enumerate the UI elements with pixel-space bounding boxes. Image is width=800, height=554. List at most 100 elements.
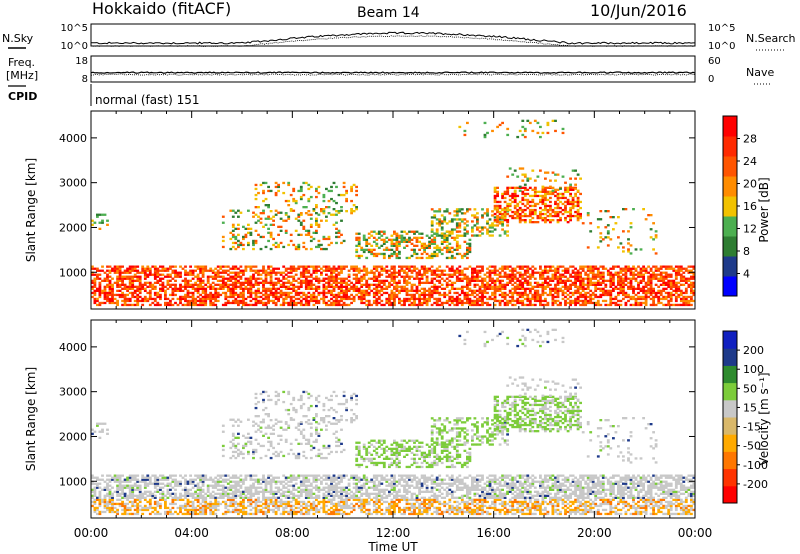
velocity-cell [103,506,107,510]
power-cell [191,301,195,305]
velocity-cell [181,488,185,491]
power-cell [262,279,265,282]
power-cell [297,301,301,305]
power-cell [468,248,472,251]
power-cell [367,248,371,251]
power-cell [632,289,635,292]
power-cell [511,194,515,198]
power-cell [612,297,615,301]
power-cell [159,289,162,292]
power-cell [533,221,537,224]
power-cell [307,295,311,299]
power-cell [350,287,353,290]
power-cell [435,234,439,237]
power-cell [531,221,535,224]
power-cell [498,210,502,214]
power-cell [536,293,540,297]
power-cell [93,293,97,297]
freq-trace [90,71,696,74]
velocity-cell [121,480,124,483]
velocity-cell [123,494,127,497]
power-cell [342,193,346,197]
power-cell [317,239,321,243]
power-cell [669,273,673,276]
power-cell [652,301,655,305]
power-cell [156,279,160,282]
power-cell [385,299,389,303]
power-cell [307,287,311,290]
power-cell [435,248,439,251]
power-cell [440,228,444,231]
power-cell [455,224,459,227]
power-cell [289,209,293,212]
power-cell [516,214,520,218]
power-cell [91,279,94,282]
power-cell [644,285,648,288]
power-cell [337,281,341,284]
power-cell [272,219,275,222]
power-cell [498,212,502,216]
power-cell [425,252,429,256]
power-cell [111,269,114,272]
power-cell [476,297,479,301]
power-cell [652,287,655,290]
power-cell [289,208,293,211]
power-cell [549,192,552,196]
power-cell [96,303,99,307]
power-cell [569,192,572,196]
power-cell [440,303,444,307]
power-cell [443,232,447,235]
power-cell [357,295,361,299]
velocity-cell [146,500,150,504]
power-cell [652,303,655,307]
power-cell [649,228,653,231]
power-cell [242,297,245,301]
power-cell [239,241,243,245]
velocity-cell [116,486,119,489]
power-cell [365,248,369,251]
power-cell [254,229,258,232]
power-cell [546,121,550,125]
power-cell [460,287,464,290]
power-cell [252,283,255,286]
power-cell [330,269,333,272]
power-cell [483,279,487,282]
power-cell [659,283,663,286]
power-cell [536,281,540,284]
power-cell [330,283,333,286]
power-cell [574,271,577,274]
power-cell [239,301,243,305]
power-cell [302,181,306,185]
power-cell [511,273,515,276]
power-cell [617,277,620,280]
power-cell [622,293,625,297]
power-cell [226,265,230,268]
velocity-cell [148,502,152,506]
power-cell [617,216,620,219]
power-cell [375,254,379,258]
power-cell [325,303,328,307]
power-cell [612,216,615,219]
power-cell [526,287,530,290]
power-cell [501,299,504,303]
power-cell [196,279,200,282]
power-cell [503,273,507,276]
power-cell [491,226,494,229]
power-cell [372,279,376,282]
power-cell [133,267,137,270]
power-cell [546,131,550,135]
power-cell [609,281,613,284]
power-cell [433,214,437,217]
power-cell [393,295,396,299]
power-cell [549,283,552,286]
power-cell [393,230,396,233]
power-cell [332,281,336,284]
power-cell [211,293,215,297]
velocity-cell [143,506,147,510]
power-cell [330,275,333,278]
velocity-cell [216,500,220,504]
power-cell [169,293,172,297]
velocity-cell [171,498,175,501]
power-cell [523,194,527,198]
power-cell [546,281,550,284]
